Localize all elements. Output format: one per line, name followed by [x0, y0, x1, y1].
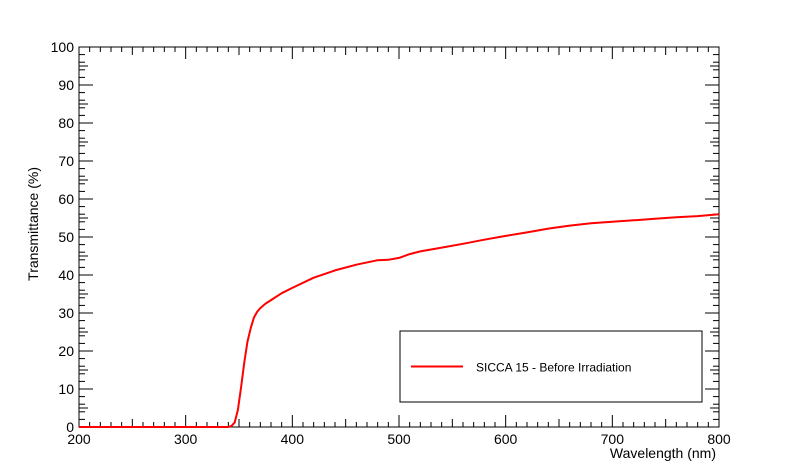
x-axis-label: Wavelength (nm) — [610, 445, 716, 461]
legend: SICCA 15 - Before Irradiation — [399, 330, 703, 403]
y-tick-label: 70 — [58, 153, 74, 169]
y-tick-label: 10 — [58, 381, 74, 397]
y-tick-label: 50 — [58, 229, 74, 245]
y-tick-label: 20 — [58, 343, 74, 359]
y-tick-label: 30 — [58, 305, 74, 321]
legend-entry-label: SICCA 15 - Before Irradiation — [476, 361, 631, 375]
x-tick-label: 300 — [174, 431, 198, 447]
y-tick-label: 90 — [58, 77, 74, 93]
x-tick-label: 700 — [601, 431, 625, 447]
x-tick-label: 200 — [67, 431, 91, 447]
x-tick-label: 600 — [494, 431, 518, 447]
y-tick-label: 100 — [51, 39, 75, 55]
series-line — [79, 213, 720, 428]
tick-marks — [78, 46, 720, 428]
y-axis-label: Transmittance (%) — [25, 167, 41, 281]
x-tick-label: 800 — [707, 431, 731, 447]
tick-labels: 200 300 400 500 600 700 800 0 10 20 30 40 50 60 70 80 90… — [51, 39, 731, 447]
x-tick-label: 500 — [387, 431, 411, 447]
y-tick-label: 80 — [58, 115, 74, 131]
y-tick-label: 60 — [58, 191, 74, 207]
y-tick-label: 0 — [66, 419, 74, 435]
x-tick-label: 400 — [281, 431, 305, 447]
y-tick-label: 40 — [58, 267, 74, 283]
series-lines — [79, 213, 720, 428]
